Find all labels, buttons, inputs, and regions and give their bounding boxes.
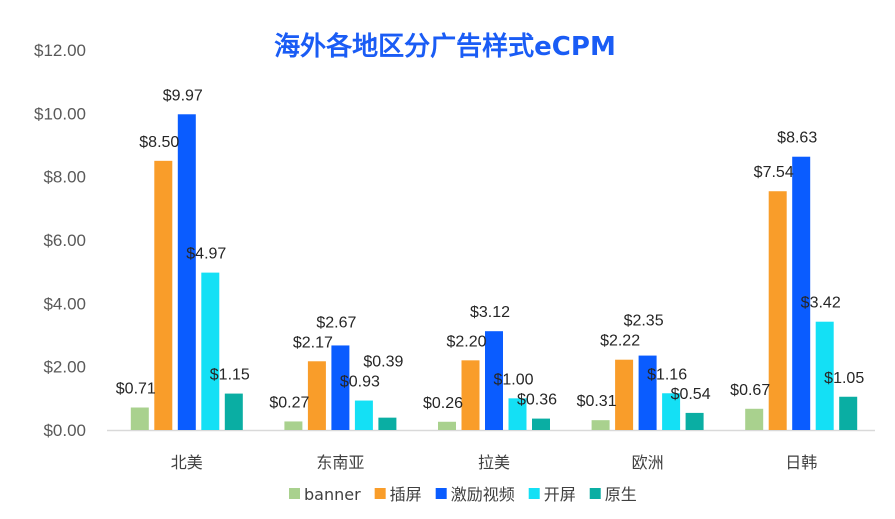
bar [354, 400, 373, 430]
y-tick-label: $6.00 [43, 231, 86, 250]
category-label: 欧洲 [632, 453, 664, 472]
bar [662, 393, 681, 430]
bar [438, 421, 456, 430]
legend-item: 激励视频 [435, 485, 515, 504]
data-label: $2.20 [446, 333, 486, 350]
data-label: $0.31 [577, 393, 617, 410]
data-label: $0.39 [363, 354, 403, 371]
data-label: $1.16 [647, 366, 687, 383]
legend-swatch [589, 488, 601, 499]
data-label: $2.17 [293, 334, 333, 351]
legend-swatch [528, 488, 540, 499]
bar [201, 272, 220, 430]
data-label: $1.05 [824, 370, 864, 387]
legend-item: 原生 [589, 485, 637, 504]
bar [154, 160, 173, 431]
bar [461, 360, 480, 430]
legend-item: 插屏 [374, 485, 422, 504]
legend-item: 开屏 [528, 485, 576, 504]
category-label: 北美 [171, 453, 203, 472]
bar [224, 393, 243, 430]
bar [378, 417, 397, 430]
bar [485, 331, 503, 430]
category-label: 东南亚 [316, 453, 364, 472]
data-label: $3.42 [801, 295, 841, 312]
data-label: $3.12 [470, 304, 510, 321]
bar [685, 412, 704, 430]
data-label: $1.15 [210, 367, 250, 384]
bar [638, 355, 657, 430]
y-tick-label: $2.00 [43, 358, 86, 377]
bar [532, 418, 550, 430]
data-label: $4.97 [186, 246, 226, 263]
data-label: $0.67 [730, 382, 770, 399]
bar [839, 396, 858, 430]
bar [591, 420, 610, 430]
bar [815, 321, 834, 430]
data-label: $9.97 [163, 87, 203, 104]
legend-label: 原生 [605, 485, 637, 504]
data-label: $8.50 [139, 134, 179, 151]
legend-swatch [435, 488, 447, 499]
bar [615, 359, 634, 430]
bar [792, 156, 811, 430]
bar [745, 408, 764, 430]
category-label: 日韩 [785, 453, 817, 472]
chart-title: 海外各地区分广告样式eCPM [274, 31, 616, 62]
legend-label: 开屏 [544, 485, 576, 504]
legend-swatch [289, 488, 300, 499]
bar [177, 114, 196, 431]
legend-label: 插屏 [390, 485, 422, 504]
legend-label: banner [304, 485, 361, 504]
y-tick-label: $0.00 [43, 421, 86, 440]
data-label: $0.27 [269, 394, 309, 411]
data-label: $0.54 [671, 386, 711, 403]
legend-swatch [374, 488, 386, 499]
y-tick-label: $4.00 [43, 294, 86, 313]
legend-label: 激励视频 [451, 485, 515, 504]
data-label: $0.71 [116, 381, 156, 398]
data-label: $0.36 [517, 392, 557, 409]
bar [130, 407, 149, 430]
data-label: $2.67 [316, 314, 356, 331]
bar [284, 421, 303, 430]
data-label: $2.35 [624, 313, 664, 330]
legend-item: banner [289, 485, 361, 504]
bar [768, 191, 787, 430]
data-label: $1.00 [493, 371, 533, 388]
data-label: $7.54 [754, 164, 794, 181]
bar [508, 398, 527, 430]
category-label: 拉美 [478, 453, 510, 472]
data-label: $8.63 [777, 130, 817, 147]
bar [331, 345, 350, 430]
data-label: $0.26 [423, 395, 463, 412]
y-tick-label: $10.00 [34, 104, 86, 123]
y-tick-label: $8.00 [43, 168, 86, 187]
data-label: $0.93 [340, 374, 380, 391]
bar [307, 361, 326, 430]
y-tick-label: $12.00 [34, 41, 86, 60]
data-label: $2.22 [600, 333, 640, 350]
